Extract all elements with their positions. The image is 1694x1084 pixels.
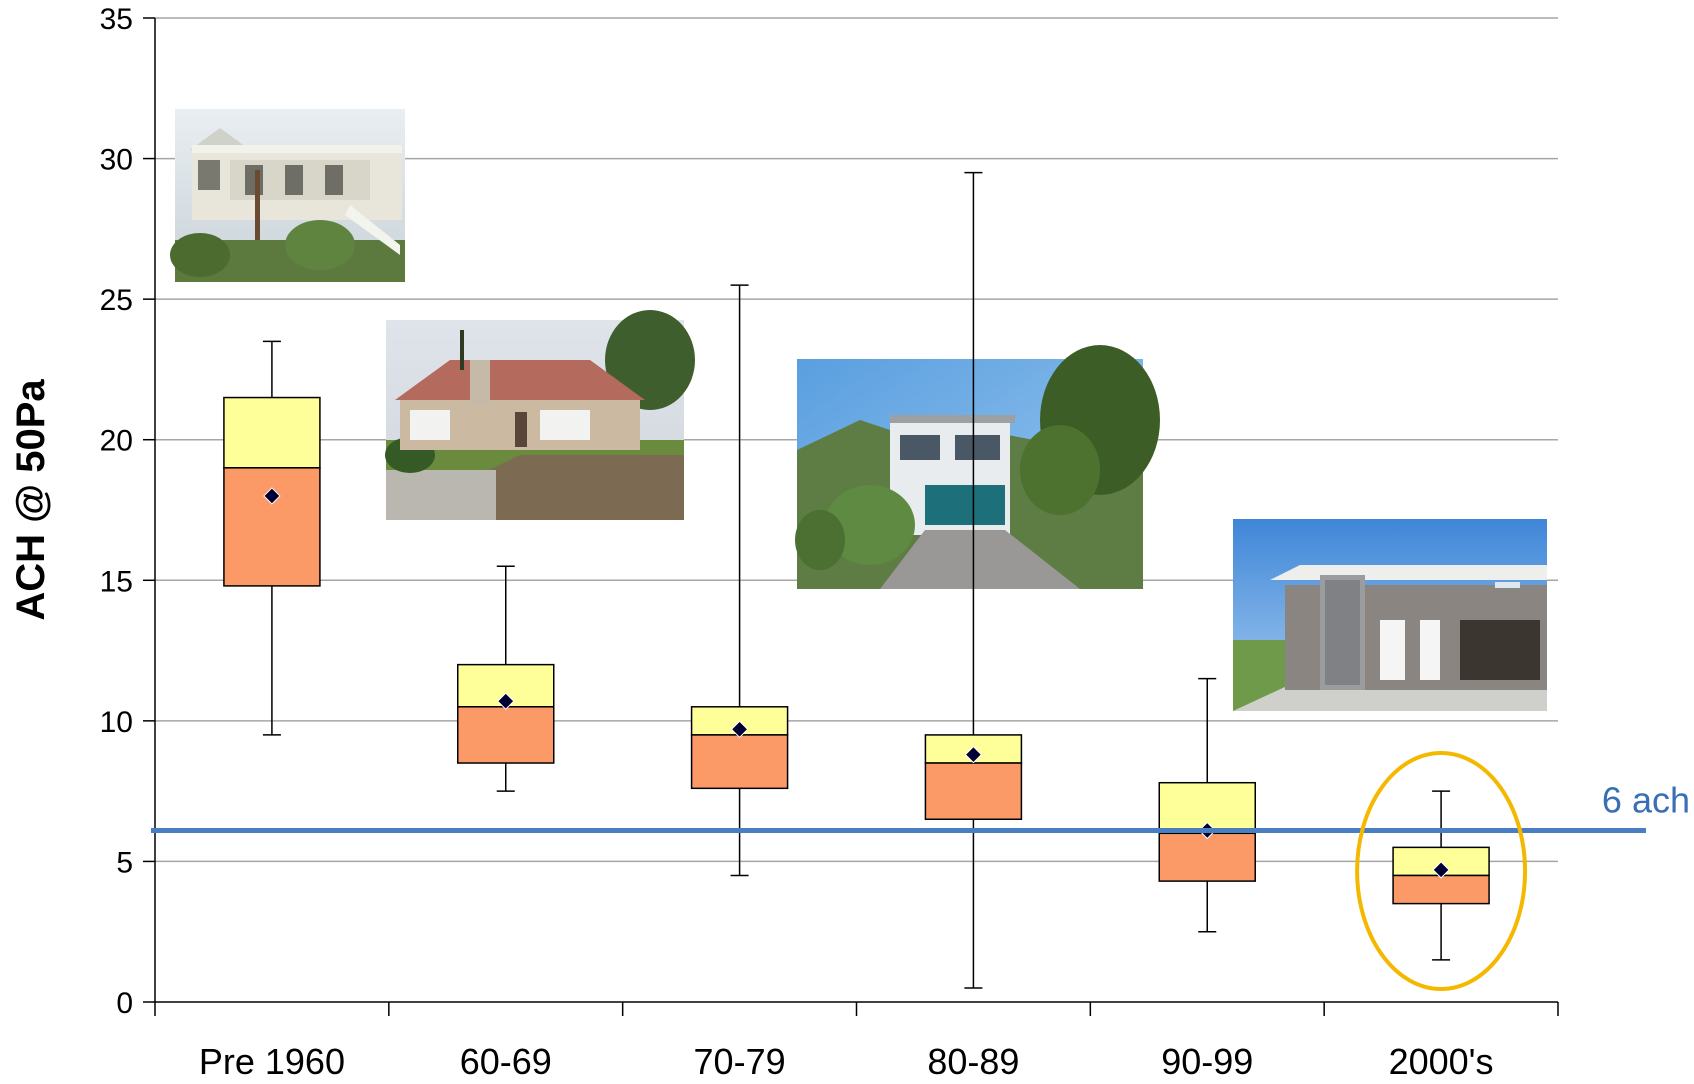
mean-marker-3	[964, 745, 983, 764]
box-0	[223, 340, 321, 736]
x-tick-label-4: 90-99	[1161, 1041, 1253, 1082]
mean-marker-1	[497, 692, 515, 710]
x-tick-label-0: Pre 1960	[199, 1041, 345, 1082]
y-tick-label-0: 0	[116, 987, 133, 1020]
x-tick-label-1: 60-69	[460, 1041, 552, 1082]
axes	[143, 17, 1559, 1016]
box-4	[1158, 677, 1256, 933]
box-5	[1392, 790, 1490, 961]
mean-marker-5	[1432, 861, 1450, 879]
highlight-circle-2000s	[1355, 751, 1528, 991]
pre-1960-house-photo	[170, 109, 405, 282]
y-tick-label-35: 35	[100, 3, 133, 36]
box-lower-3	[924, 762, 1023, 821]
x-tick-labels: Pre 1960 60-69 70-79 80-89 90-99 2000's	[199, 1041, 1494, 1082]
y-tick-label-5: 5	[116, 846, 133, 879]
y-tick-label-15: 15	[100, 565, 133, 598]
box-2	[690, 284, 789, 877]
box-1	[457, 565, 555, 792]
y-tick-label-20: 20	[100, 425, 133, 458]
60s-house-photo	[385, 310, 695, 520]
box-lower-4	[1158, 832, 1256, 882]
y-axis-label: ACH @ 50Pa	[9, 379, 53, 621]
x-tick-label-3: 80-89	[927, 1041, 1019, 1082]
2000s-house-photo	[1233, 519, 1547, 711]
mean-marker-0	[263, 487, 281, 505]
y-tick-label-25: 25	[100, 284, 133, 317]
box-lower-0	[223, 467, 321, 587]
y-tick-labels: 0 5 10 15 20 25 30 35	[100, 3, 133, 1020]
box-lower-1	[457, 706, 555, 764]
reference-line-label: 6 ach	[1602, 780, 1690, 821]
80s-house-photo	[795, 345, 1160, 589]
y-tick-label-10: 10	[100, 706, 133, 739]
box-lower-5	[1392, 874, 1490, 905]
box-3	[924, 171, 1023, 989]
boxes	[223, 171, 1490, 989]
x-tick-label-5: 2000's	[1389, 1041, 1494, 1082]
box-lower-2	[690, 734, 789, 790]
x-tick-label-2: 70-79	[694, 1041, 786, 1082]
y-tick-label-30: 30	[100, 144, 133, 177]
box-upper-4	[1158, 781, 1256, 835]
box-upper-0	[223, 396, 321, 469]
mean-marker-2	[730, 720, 749, 738]
